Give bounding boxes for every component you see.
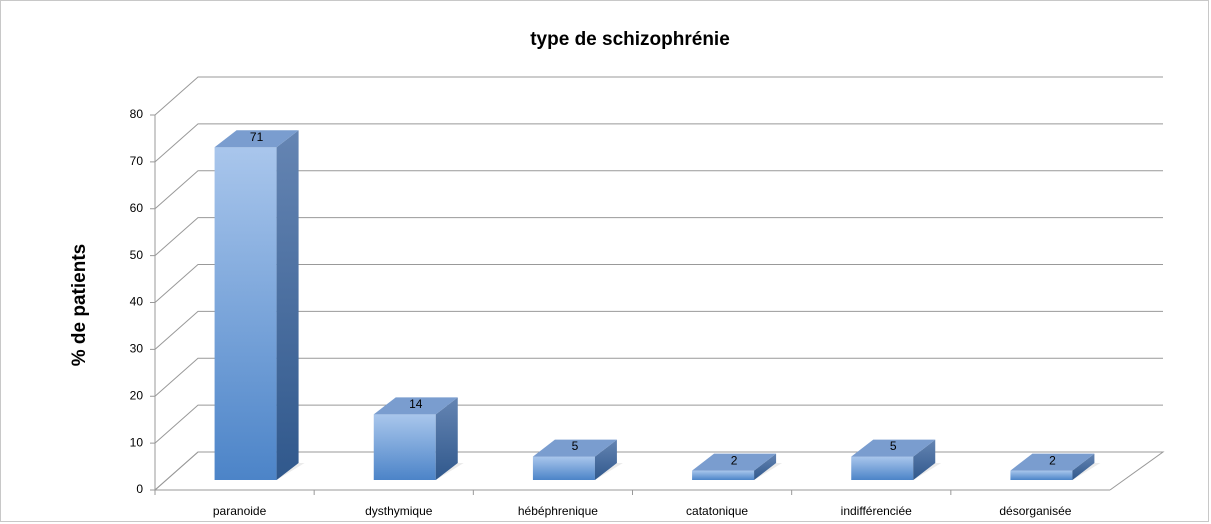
bar-side xyxy=(435,397,458,480)
bar-side xyxy=(913,439,936,480)
x-tick-label: dysthymique xyxy=(365,504,433,518)
bar xyxy=(373,414,436,480)
grid-line xyxy=(154,310,1163,350)
data-label: 71 xyxy=(250,130,264,144)
y-tick-label: 80 xyxy=(130,107,144,121)
x-tick-label: désorganisée xyxy=(999,504,1071,518)
bar xyxy=(532,456,595,480)
grid-line xyxy=(154,76,1163,116)
y-tick-label: 40 xyxy=(130,295,144,309)
x-tick-label: paranoide xyxy=(213,504,267,518)
bar-top xyxy=(214,130,299,148)
grid-line xyxy=(154,357,1163,397)
chart-title: type de schizophrénie xyxy=(530,29,730,50)
bar-side xyxy=(594,439,617,480)
x-tick-label: catatonique xyxy=(686,504,748,518)
data-label: 2 xyxy=(1049,453,1056,467)
bar-top xyxy=(692,453,777,471)
bar xyxy=(692,470,755,480)
bar-top xyxy=(851,439,936,457)
grid-line xyxy=(154,217,1163,256)
y-tick-label: 10 xyxy=(130,435,144,449)
bar-side xyxy=(276,130,299,480)
data-label: 5 xyxy=(572,439,579,453)
grid-line xyxy=(154,264,1163,303)
bar xyxy=(851,456,914,480)
grid-line xyxy=(154,170,1163,210)
y-tick-label: 70 xyxy=(130,154,144,168)
data-label: 2 xyxy=(731,453,738,467)
bar-side xyxy=(1072,453,1095,480)
x-tick-label: indifférenciée xyxy=(841,504,912,518)
data-label: 5 xyxy=(890,439,897,453)
y-tick-label: 60 xyxy=(130,201,144,215)
y-tick-label: 0 xyxy=(136,482,143,496)
bar-top xyxy=(373,397,458,415)
y-tick-label: 20 xyxy=(130,388,144,402)
y-tick-label: 30 xyxy=(130,342,144,356)
y-tick-label: 50 xyxy=(130,248,144,262)
bar-side xyxy=(754,453,777,480)
bar xyxy=(1010,470,1073,480)
y-axis-label: % de patients xyxy=(69,244,90,366)
grid-line xyxy=(154,404,1163,444)
bar-top xyxy=(1010,453,1095,471)
bar xyxy=(214,147,277,480)
grid-line xyxy=(154,123,1163,163)
x-tick-label: hébéphrenique xyxy=(518,504,598,518)
grid-line xyxy=(154,451,1163,491)
data-label: 14 xyxy=(409,397,423,411)
bar-top xyxy=(532,439,617,457)
